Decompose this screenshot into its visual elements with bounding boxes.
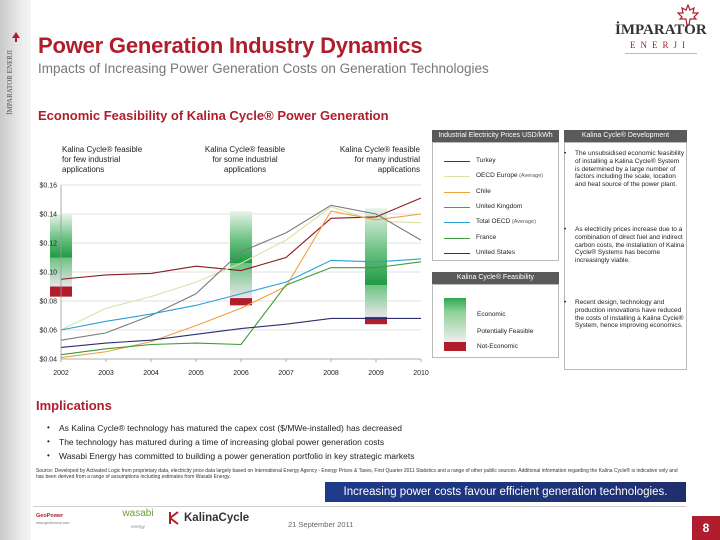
legend-item: United Kingdom bbox=[476, 203, 522, 210]
source-note: Source: Developed by Activated Logic fro… bbox=[36, 468, 678, 480]
feasibility-economic-label: Economic bbox=[477, 311, 506, 318]
development-bullet-1: The unsubsidised economic feasibility of… bbox=[564, 150, 685, 189]
series-line-total-oecd bbox=[60, 258, 422, 331]
side-logo-icon: İMPARATOR ENERJI bbox=[6, 32, 20, 115]
conclusion-banner: Increasing power costs favour efficient … bbox=[325, 482, 686, 502]
x-tick-label: 2009 bbox=[368, 370, 384, 377]
legend-swatch bbox=[444, 206, 470, 208]
legend-swatch bbox=[444, 237, 470, 239]
kalina-logo-icon bbox=[169, 511, 179, 525]
series-line-united-kingdom bbox=[60, 204, 422, 341]
feasibility-economic-swatch bbox=[444, 298, 466, 312]
wasabi-logo-sub: energy bbox=[131, 524, 145, 529]
legend-item: France bbox=[476, 234, 496, 241]
y-tick-label: $0.14 bbox=[39, 212, 57, 219]
logo-divider bbox=[625, 53, 697, 54]
y-tick-label: $0.16 bbox=[39, 183, 57, 190]
x-tick-label: 2008 bbox=[323, 370, 339, 377]
legend-item-qualifier: (Average) bbox=[517, 173, 544, 180]
page-subtitle: Impacts of Increasing Power Generation C… bbox=[38, 61, 489, 76]
side-logo-text: İMPARATOR ENERJI bbox=[6, 49, 14, 114]
legend-item-label: United Kingdom bbox=[476, 202, 523, 210]
page-number: 8 bbox=[692, 516, 720, 540]
legend-item: Chile bbox=[476, 188, 491, 195]
y-tick-label: $0.10 bbox=[39, 270, 57, 277]
legend-swatch bbox=[444, 161, 470, 162]
zone-label-few: Kalina Cycle® feasible for few industrial… bbox=[62, 145, 143, 174]
feasibility-potential-swatch bbox=[444, 312, 466, 342]
zone-label-many: Kalina Cycle® feasible for many industria… bbox=[339, 145, 420, 174]
brand-logo-name: İMPARATOR bbox=[615, 22, 707, 38]
bullet-dot: • bbox=[47, 437, 50, 446]
legend-item-label: Turkey bbox=[476, 157, 496, 164]
page-title: Power Generation Industry Dynamics bbox=[38, 33, 423, 58]
legend-swatch bbox=[444, 191, 470, 193]
feasibility-bar-potential bbox=[365, 285, 387, 317]
bullet-dot: • bbox=[47, 423, 50, 432]
legend-item: Turkey bbox=[476, 157, 496, 164]
y-tick-label: $0.06 bbox=[39, 328, 57, 335]
legend-swatch bbox=[444, 252, 470, 254]
feasibility-bar-not-economic bbox=[365, 316, 387, 325]
implication-item-1: As Kalina Cycle® technology has matured … bbox=[59, 423, 402, 433]
legend-item-label: OECD Europe bbox=[476, 172, 518, 180]
geopower-logo-sub: www.geothermal.com bbox=[36, 521, 70, 525]
footer-divider bbox=[33, 506, 686, 507]
x-tick-label: 2005 bbox=[188, 370, 204, 377]
legend-item-label: United States bbox=[476, 248, 516, 256]
legend-item-qualifier: (Average) bbox=[510, 219, 536, 226]
brand-logo-sub: ENERJI bbox=[630, 40, 690, 50]
feasibility-bar-economic bbox=[365, 208, 387, 286]
development-bullet-3: Recent design, technology and production… bbox=[564, 299, 685, 330]
y-tick-label: $0.12 bbox=[39, 241, 57, 248]
footer-date: 21 September 2011 bbox=[288, 520, 354, 529]
y-tick-label: $0.08 bbox=[39, 299, 57, 306]
series-line-chile bbox=[60, 210, 422, 359]
development-title: Kalina Cycle® Development bbox=[564, 130, 687, 142]
geopower-logo: GeoPower bbox=[36, 513, 64, 519]
legend-item-label: Chile bbox=[476, 187, 491, 195]
development-bullet-2: As electricity prices increase due to a … bbox=[564, 226, 685, 265]
legend-item-label: France bbox=[476, 233, 497, 241]
x-tick-label: 2004 bbox=[143, 370, 159, 377]
bullet-dot: • bbox=[47, 451, 50, 460]
legend-swatch bbox=[444, 176, 470, 178]
wasabi-logo: wasabi bbox=[122, 508, 154, 519]
legend-item-label: Total OECD bbox=[476, 218, 511, 226]
implication-item-2: The technology has matured during a time… bbox=[59, 437, 385, 447]
y-tick-label: $0.04 bbox=[39, 357, 57, 364]
feasibility-title: Kalina Cycle® Feasibility bbox=[432, 272, 559, 284]
legend-item: OECD Europe (Average) bbox=[476, 172, 543, 179]
legend-item: United States bbox=[476, 249, 515, 256]
feasibility-bar-potential bbox=[230, 263, 252, 299]
feasibility-bar-economic bbox=[230, 211, 252, 264]
feasibility-bar-not-economic bbox=[230, 298, 252, 306]
maple-leaf-icon bbox=[677, 4, 699, 26]
legend-swatch bbox=[444, 222, 470, 224]
section-title: Economic Feasibility of Kalina Cycle® Po… bbox=[38, 108, 389, 123]
x-tick-label: 2010 bbox=[413, 370, 429, 377]
implications-title: Implications bbox=[36, 398, 112, 413]
sidebar bbox=[0, 0, 31, 540]
legend-title: Industrial Electricity Prices USD/kWh bbox=[432, 130, 559, 142]
x-tick-label: 2007 bbox=[278, 370, 294, 377]
series-line-france bbox=[60, 261, 422, 356]
zone-label-some: Kalina Cycle® feasible for some industria… bbox=[204, 145, 286, 174]
feasibility-not-economic-label: Not-Economic bbox=[477, 343, 518, 350]
feasibility-not-economic-swatch bbox=[444, 342, 466, 351]
feasibility-potential-label: Potentially Feasible bbox=[477, 328, 534, 335]
kalina-logo: KalinaCycle bbox=[184, 512, 250, 524]
legend-item: Total OECD (Average) bbox=[476, 218, 536, 225]
x-tick-label: 2002 bbox=[53, 370, 69, 377]
x-tick-label: 2006 bbox=[233, 370, 249, 377]
x-tick-label: 2003 bbox=[98, 370, 114, 377]
series-line-united-states bbox=[60, 317, 421, 348]
implication-item-3: Wasabi Energy has committed to building … bbox=[59, 451, 415, 461]
